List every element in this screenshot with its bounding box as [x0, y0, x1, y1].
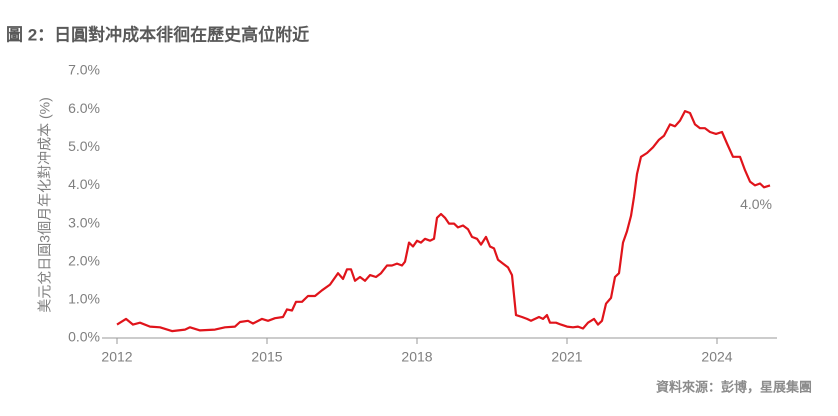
end-label: 4.0%: [740, 196, 772, 212]
y-tick-label: 7.0%: [68, 62, 100, 78]
x-tick-label: 2015: [251, 349, 282, 365]
y-tick-label: 5.0%: [68, 138, 100, 154]
x-tick-label: 2018: [401, 349, 432, 365]
y-tick-label: 6.0%: [68, 100, 100, 116]
x-tick-label: 2021: [551, 349, 582, 365]
x-tick-label: 2024: [701, 349, 732, 365]
x-tick-label: 2012: [101, 349, 132, 365]
source: 資料來源：彭博，星展集團: [656, 379, 812, 394]
y-tick-label: 4.0%: [68, 176, 100, 192]
line: [116, 110, 771, 333]
y-tick-label: 3.0%: [68, 214, 100, 230]
y-axis-label: 美元兌日圓3個月年化對冲成本 (%): [37, 97, 53, 312]
y-tick-label: 0.0%: [68, 329, 100, 345]
y-tick-label: 2.0%: [68, 252, 100, 268]
chart-title: 圖 2：日圓對冲成本徘徊在歷史高位附近: [6, 24, 309, 44]
y-tick-label: 1.0%: [68, 291, 100, 307]
